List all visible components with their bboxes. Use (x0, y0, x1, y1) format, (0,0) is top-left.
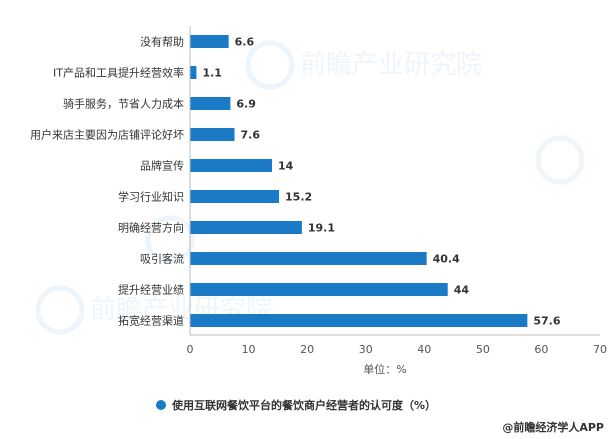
category-label: 品牌宣传 (140, 159, 184, 173)
data-label: 1.1 (202, 67, 222, 80)
watermark-logo (145, 215, 195, 265)
category-label: 拓宽经营渠道 (118, 314, 184, 328)
svg-text:前瞻产业研究院: 前瞻产业研究院 (300, 50, 482, 80)
bar (190, 159, 272, 172)
category-label: 吸引客流 (140, 252, 184, 266)
category-label: 没有帮助 (140, 35, 184, 49)
category-label: 提升经营业绩 (118, 283, 184, 297)
data-label: 7.6 (241, 129, 261, 142)
x-tick-label: 40 (417, 343, 431, 356)
bar (190, 35, 229, 48)
watermark-logo (535, 135, 585, 185)
legend: 使用互联网餐饮平台的餐饮商户经营者的认可度（%） (156, 398, 436, 412)
bar (190, 252, 427, 265)
value-labels: 6.6 1.1 6.9 7.6 14 15.2 19.1 40.4 44 57.6 (202, 36, 560, 328)
legend-marker (156, 400, 166, 410)
bar (190, 66, 197, 79)
x-tick-label: 60 (534, 343, 548, 356)
x-tick-label: 20 (300, 343, 314, 356)
data-label: 6.6 (235, 36, 255, 49)
data-label: 44 (454, 284, 470, 297)
category-labels: 没有帮助 IT产品和工具提升经营效率骑手服务，节省人力成本用户来店主要因为店铺评论… (30, 35, 184, 328)
x-tick-label: 10 (242, 343, 256, 356)
data-label: 14 (278, 160, 294, 173)
x-tick-label: 0 (187, 343, 194, 356)
category-label: 用户来店主要因为店铺评论好坏 (30, 128, 184, 142)
data-label: 40.4 (433, 253, 460, 266)
legend-label: 使用互联网餐饮平台的餐饮商户经营者的认可度（%） (171, 398, 436, 412)
x-tick-label: 50 (476, 343, 490, 356)
x-tick-label: 30 (359, 343, 373, 356)
bar (190, 190, 280, 203)
source-credit: @前瞻经济学人APP (502, 420, 604, 434)
bar (190, 283, 448, 296)
bar (190, 128, 235, 141)
category-label: 骑手服务，节省人力成本 (63, 97, 184, 111)
watermark-logo: 前瞻产业研究院 (245, 40, 482, 90)
bars-group (190, 35, 528, 327)
data-label: 19.1 (308, 222, 335, 235)
x-tick-label: 70 (593, 343, 607, 356)
data-label: 57.6 (533, 315, 560, 328)
x-axis-title: 单位：% (363, 362, 406, 376)
bar (190, 314, 528, 327)
category-label: 明确经营方向 (118, 221, 184, 235)
category-label: IT产品和工具提升经营效率 (53, 66, 184, 80)
bar (190, 97, 231, 110)
data-label: 6.9 (236, 98, 256, 111)
data-label: 15.2 (285, 191, 312, 204)
x-axis-ticks: 0 10 20 30 40 50 60 70 (187, 343, 608, 356)
category-label: 学习行业知识 (118, 190, 184, 204)
bar (190, 221, 302, 234)
